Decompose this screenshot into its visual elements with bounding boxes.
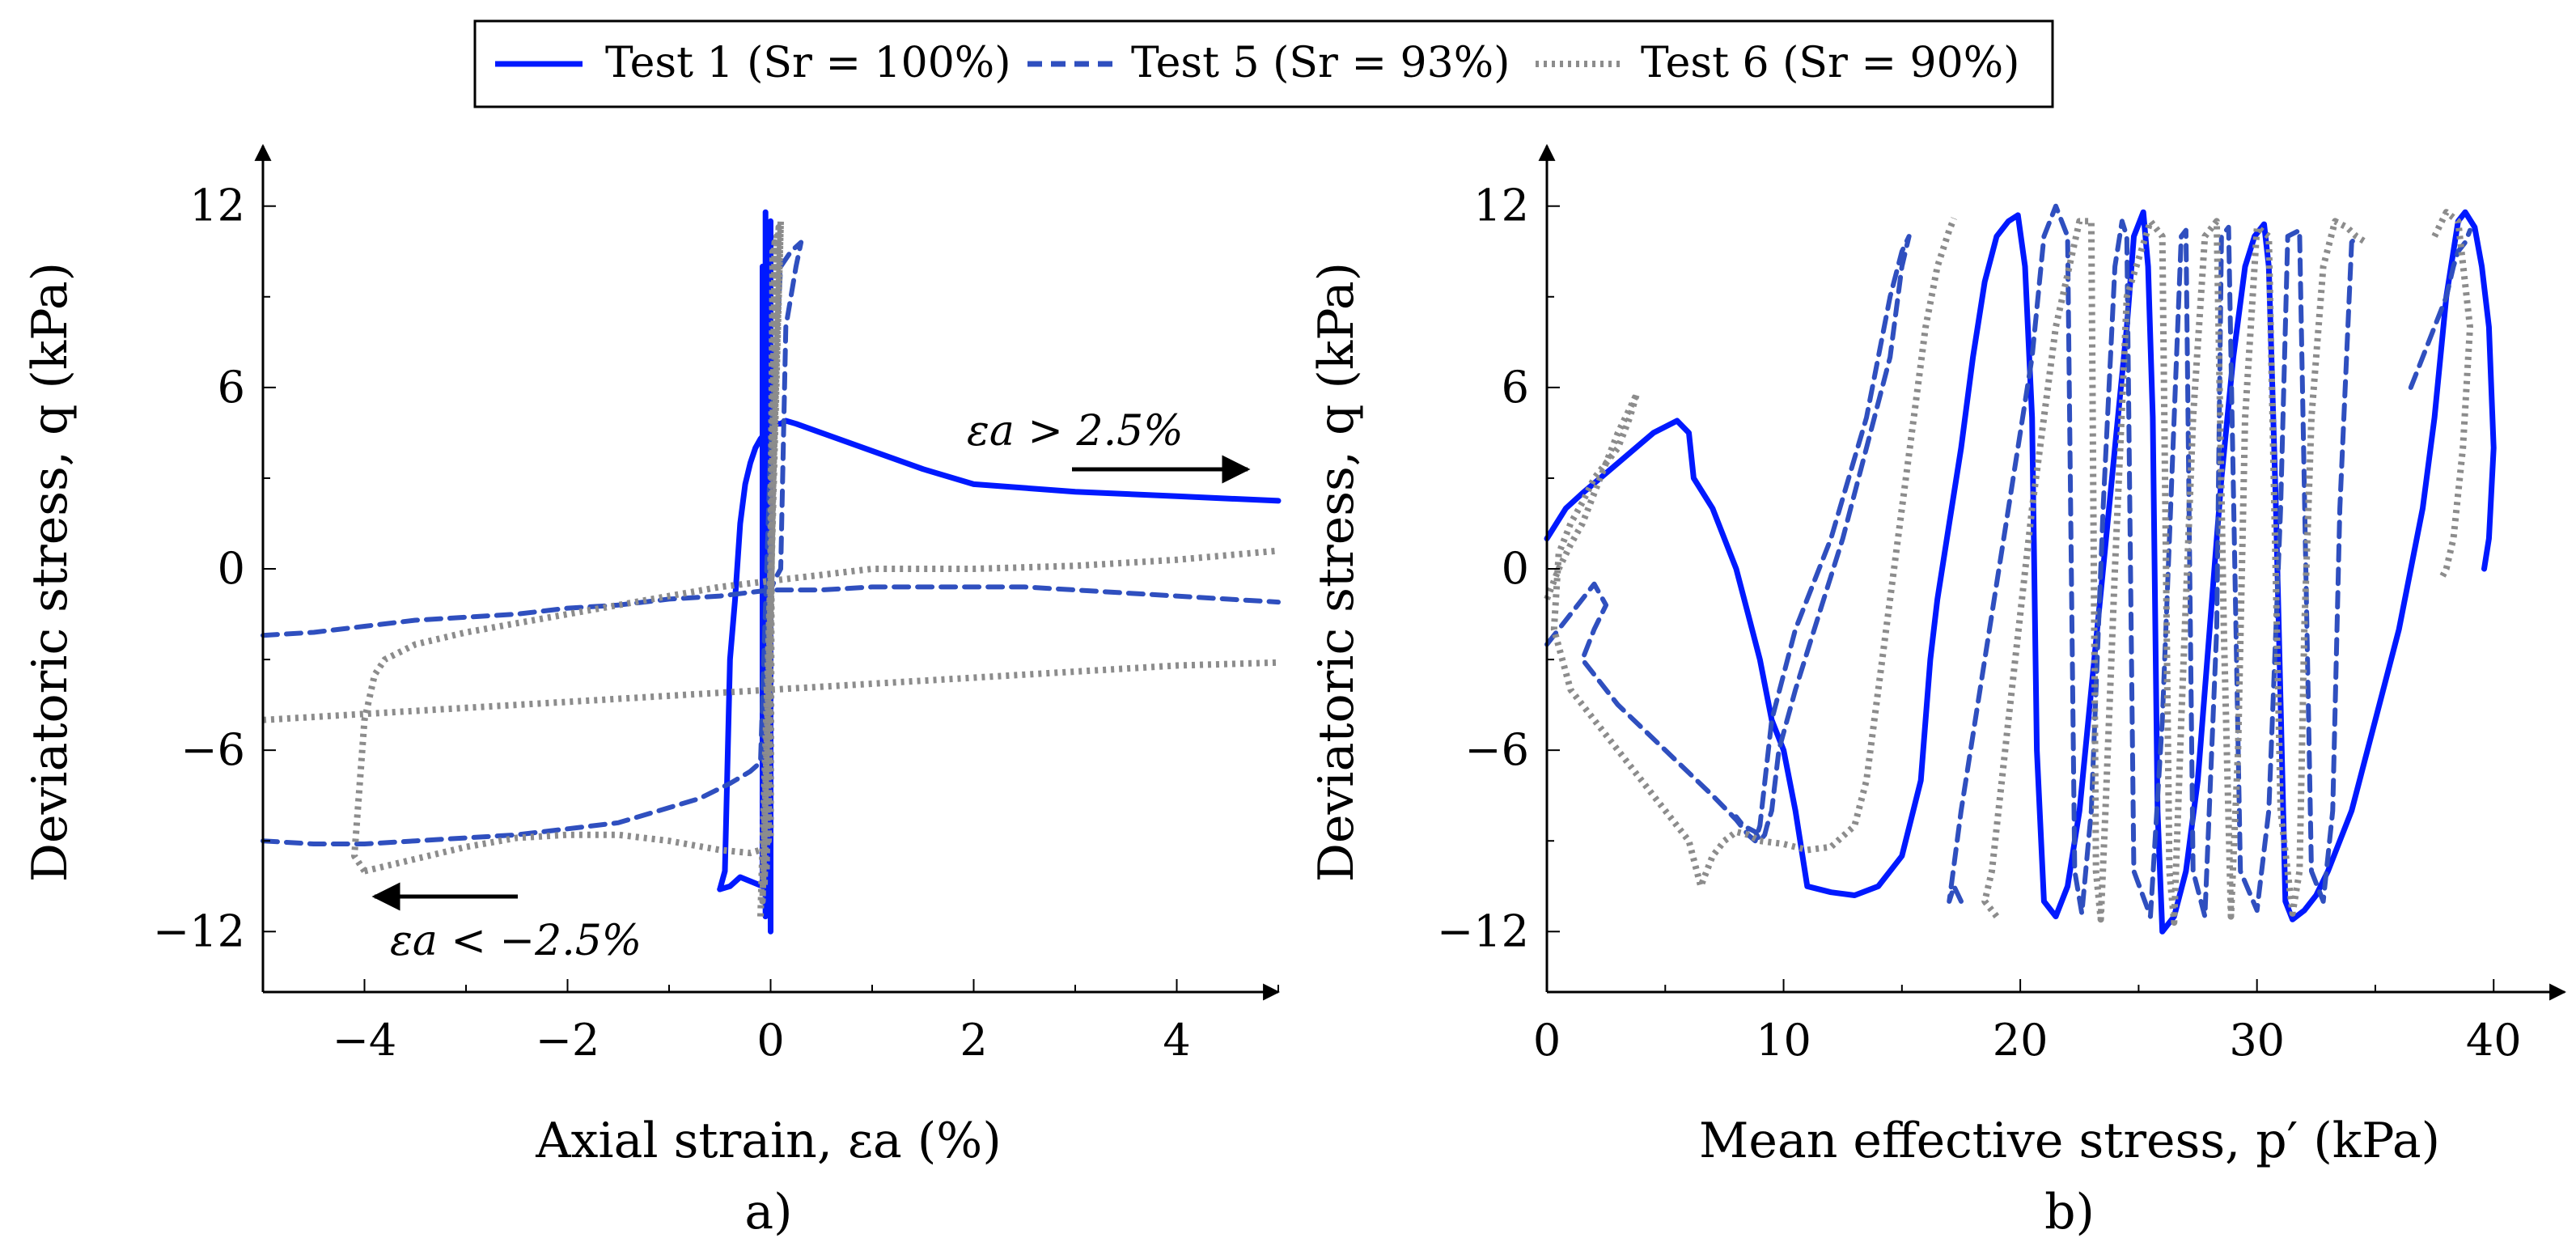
x-tick-label: 2 bbox=[960, 1015, 987, 1066]
panel-b-panel-label: b) bbox=[2044, 1184, 2095, 1240]
panel-a-x-ticks: −4 −2 0 2 4 bbox=[262, 979, 1279, 1066]
y-tick-label: 12 bbox=[1473, 180, 1529, 231]
panel-a-y-axis-label: Deviatoric stress, q (kPa) bbox=[22, 262, 78, 882]
series-line-t5-2 bbox=[261, 584, 1281, 638]
series-line-t6-5 bbox=[1981, 218, 2368, 926]
series-line-t5-1 bbox=[1544, 234, 1912, 844]
legend-label-test6: Test 6 (Sr = 90%) bbox=[1641, 39, 2019, 87]
panel-b-x-axis-label: Mean effective stress, p′ (kPa) bbox=[1699, 1113, 2440, 1169]
y-tick-label: 0 bbox=[218, 543, 245, 594]
legend: Test 1 (Sr = 100%) Test 5 (Sr = 93%) Tes… bbox=[473, 19, 2054, 108]
x-tick-label: −4 bbox=[333, 1015, 397, 1066]
panel-a-plot-area bbox=[261, 209, 1282, 935]
series-line-t6-4 bbox=[1544, 217, 1957, 890]
panel-b-plot-area bbox=[1544, 203, 2497, 935]
y-tick-label: 6 bbox=[1502, 362, 1529, 413]
panel-a-annotation-lower: εa < −2.5% bbox=[390, 917, 642, 965]
y-tick-label: 6 bbox=[218, 362, 245, 413]
x-tick-label: 30 bbox=[2229, 1015, 2285, 1066]
panel-b-y-axis-label: Deviatoric stress, q (kPa) bbox=[1308, 262, 1365, 882]
x-tick-label: 0 bbox=[1533, 1015, 1561, 1066]
x-tick-label: 0 bbox=[756, 1015, 784, 1066]
series-line-t6-5 bbox=[351, 547, 1279, 873]
y-tick-label: −6 bbox=[180, 724, 245, 775]
legend-label-test5: Test 5 (Sr = 93%) bbox=[1131, 39, 1510, 87]
x-tick-label: 10 bbox=[1756, 1015, 1811, 1066]
x-tick-label: 40 bbox=[2466, 1015, 2522, 1066]
panel-a-x-axis-label: Axial strain, εa (%) bbox=[535, 1113, 1001, 1169]
x-tick-label: 20 bbox=[1993, 1015, 2049, 1066]
legend-box bbox=[473, 19, 2054, 108]
legend-label-test1: Test 1 (Sr = 100%) bbox=[605, 39, 1011, 87]
panel-a-y-ticks: −12 −6 0 6 12 bbox=[153, 180, 276, 956]
panel-b-y-ticks: −12 −6 0 6 12 bbox=[1437, 180, 1560, 956]
y-tick-label: −12 bbox=[1437, 905, 1529, 956]
panel-a-panel-label: a) bbox=[744, 1184, 792, 1240]
series-line-t1-0 bbox=[717, 418, 1282, 892]
series-line-t5-3 bbox=[261, 240, 804, 846]
y-tick-label: 0 bbox=[1502, 543, 1529, 594]
panel-a-annotation-upper: εa > 2.5% bbox=[967, 407, 1184, 456]
panel-b-x-ticks: 0 10 20 30 40 bbox=[1533, 979, 2522, 1066]
series-line-t6-6 bbox=[2431, 209, 2473, 580]
y-tick-label: −6 bbox=[1464, 724, 1529, 775]
series-line-t6-7 bbox=[757, 218, 784, 917]
series-line-t1-0 bbox=[1544, 209, 2497, 935]
panel-a: −4 −2 0 2 4 −12 −6 0 6 12 Axial strain, εa (%) D… bbox=[22, 143, 1282, 1240]
panel-b: 0 10 20 30 40 −12 −6 0 6 12 Mean effective stres… bbox=[1308, 143, 2567, 1240]
x-tick-label: −2 bbox=[536, 1015, 600, 1066]
y-tick-label: −12 bbox=[153, 905, 245, 956]
series-line-t5-3 bbox=[2408, 227, 2472, 390]
x-tick-label: 4 bbox=[1163, 1015, 1190, 1066]
y-tick-label: 12 bbox=[189, 180, 245, 231]
